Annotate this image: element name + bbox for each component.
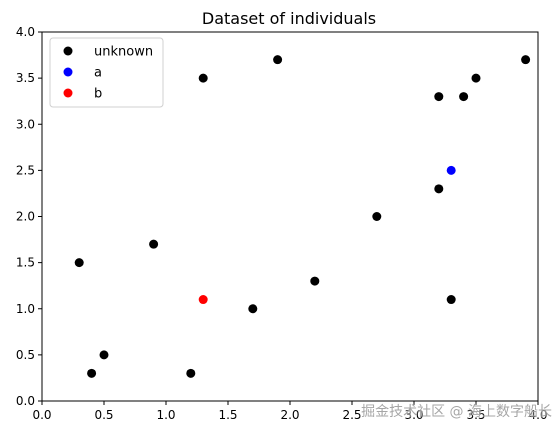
point-unknown	[149, 239, 159, 249]
x-tick-label: 4.0	[528, 408, 547, 422]
x-tick-label: 1.0	[156, 408, 175, 422]
point-unknown	[99, 350, 109, 360]
x-axis-ticks: 0.0 0.5 1.0 1.5 2.0 2.5 3.0 3.5 4.0	[32, 401, 548, 422]
point-unknown	[521, 55, 531, 65]
point-unknown	[446, 295, 456, 305]
y-tick-label: 0.0	[16, 394, 35, 408]
x-tick-label: 1.5	[218, 408, 237, 422]
x-tick-label: 0.0	[32, 408, 51, 422]
x-tick-label: 3.5	[466, 408, 485, 422]
point-unknown	[471, 73, 481, 83]
legend-label-unknown: unknown	[94, 45, 153, 60]
x-tick-label: 3.0	[404, 408, 423, 422]
legend-label-b: b	[94, 87, 102, 102]
legend-marker-a	[63, 67, 73, 77]
point-unknown	[310, 276, 320, 286]
y-tick-label: 3.0	[16, 117, 35, 131]
point-unknown	[198, 73, 208, 83]
y-tick-label: 4.0	[16, 25, 35, 39]
y-axis-ticks: 0.0 0.5 1.0 1.5 2.0 2.5 3.0 3.5 4.0	[16, 25, 42, 408]
point-unknown	[273, 55, 283, 65]
point-unknown	[372, 212, 382, 221]
point-unknown	[248, 304, 258, 314]
y-tick-label: 2.0	[16, 210, 35, 224]
y-tick-label: 3.5	[16, 71, 35, 85]
x-tick-label: 2.0	[280, 408, 299, 422]
legend-marker-unknown	[63, 46, 73, 56]
point-unknown	[434, 92, 444, 102]
point-unknown	[434, 184, 444, 194]
point-unknown	[459, 92, 469, 102]
point-unknown	[87, 368, 97, 378]
legend-label-a: a	[94, 66, 102, 81]
x-tick-label: 2.5	[342, 408, 361, 422]
y-tick-label: 1.5	[16, 256, 35, 270]
legend: unknown ab	[49, 37, 164, 108]
plot-marks	[74, 55, 531, 378]
watermark: 掘金技术社区 @ 海上数字船长	[361, 404, 552, 420]
point-unknown	[74, 258, 84, 268]
point-a	[446, 165, 456, 175]
y-tick-label: 0.5	[16, 348, 35, 362]
legend-marker-b	[63, 88, 73, 98]
point-b	[198, 295, 208, 305]
x-tick-label: 0.5	[94, 408, 113, 422]
chart-title: Dataset of individuals	[202, 9, 376, 28]
point-unknown	[186, 368, 196, 378]
y-tick-label: 1.0	[16, 302, 35, 316]
legend-box	[49, 37, 164, 108]
y-tick-label: 2.5	[16, 163, 35, 177]
